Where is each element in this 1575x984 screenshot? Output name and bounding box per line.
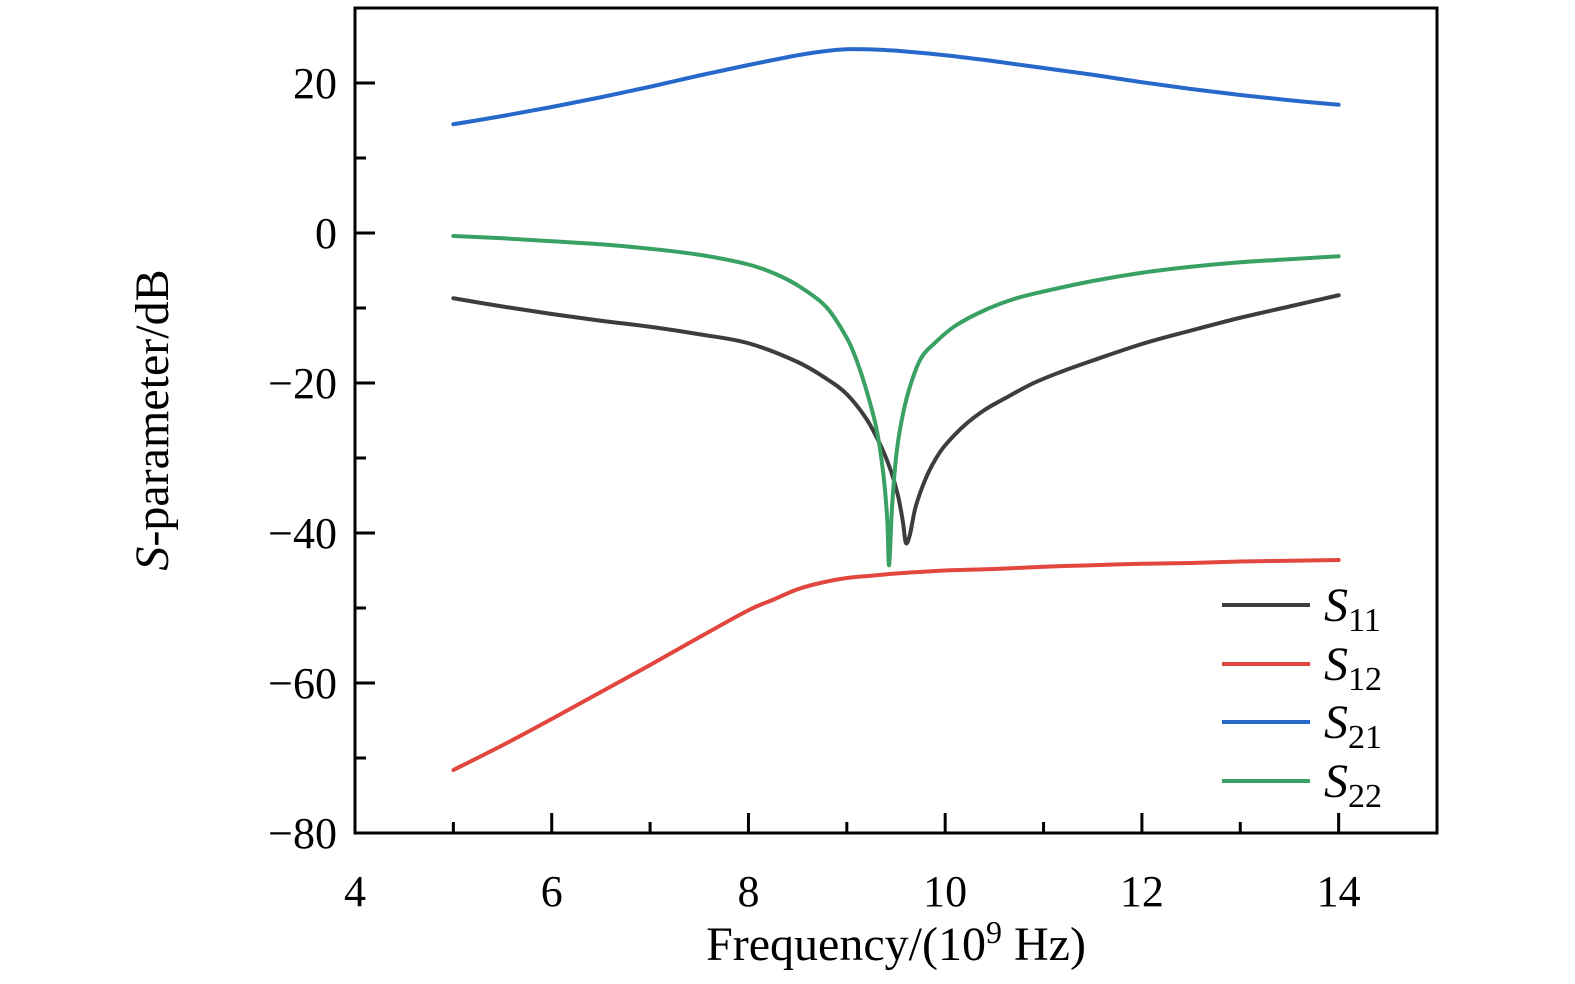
y-tick-label: 0 — [315, 209, 337, 258]
y-tick-label: −60 — [268, 659, 337, 708]
legend-label-S21: S21 — [1324, 696, 1382, 756]
legend-label-base: S — [1324, 638, 1348, 691]
y-axis-label: S-parameter/dB — [126, 269, 179, 570]
y-tick-label: −20 — [268, 359, 337, 408]
legend-label-base: S — [1324, 579, 1348, 632]
legend-label-S12: S12 — [1324, 638, 1382, 698]
y-tick-label: −40 — [268, 509, 337, 558]
legend-label-subscript: 12 — [1348, 661, 1382, 698]
ticks-group — [353, 6, 1439, 835]
y-tick-label: 20 — [293, 59, 337, 108]
y-tick-label: −80 — [268, 809, 337, 858]
curves-group — [451, 47, 1341, 772]
series-line-S12 — [451, 558, 1341, 772]
legend-label-subscript: 21 — [1348, 719, 1382, 756]
x-axis-label: Frequency/(109 Hz) — [706, 914, 1086, 971]
x-tick-label: 4 — [344, 867, 366, 916]
x-tick-label: 10 — [923, 867, 967, 916]
y-axis-label-rest: -parameter/dB — [126, 269, 179, 546]
x-axis-label-pre: Frequency/(10 — [706, 918, 986, 971]
x-tick-label: 12 — [1120, 867, 1164, 916]
legend-label-S11: S11 — [1324, 579, 1381, 639]
legend-label-subscript: 22 — [1348, 778, 1382, 815]
plot-frame — [353, 6, 1439, 835]
legend-label-base: S — [1324, 755, 1348, 808]
legend-label-base: S — [1324, 696, 1348, 749]
tick-labels-group: 4 6 8 10 12 14 20 0 −20 −40 −60 −80 — [268, 59, 1360, 916]
x-tick-label: 8 — [737, 867, 759, 916]
y-axis-label-italic: S — [126, 547, 179, 571]
x-axis-label-superscript: 9 — [986, 914, 1002, 950]
x-axis-label-post: Hz) — [1002, 918, 1086, 971]
legend-label-subscript: 11 — [1348, 602, 1381, 639]
series-line-S21 — [451, 47, 1341, 127]
legend-label-S22: S22 — [1324, 755, 1382, 815]
series-line-S11 — [451, 293, 1341, 546]
x-tick-label: 14 — [1317, 867, 1361, 916]
series-line-S22 — [451, 234, 1341, 568]
x-tick-label: 6 — [541, 867, 563, 916]
